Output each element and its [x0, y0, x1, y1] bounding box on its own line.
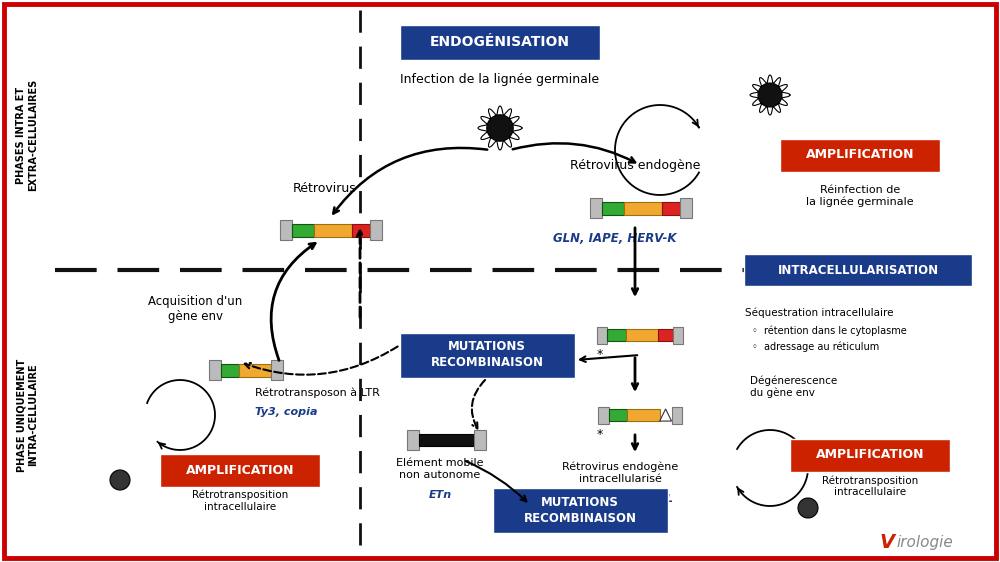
- Text: Rétrotransposon à LTR: Rétrotransposon à LTR: [255, 388, 380, 398]
- Text: *: *: [597, 428, 603, 441]
- Text: Réinfection de
la lignée germinale: Réinfection de la lignée germinale: [806, 185, 914, 207]
- Text: IAP, MusD, ERV-L: IAP, MusD, ERV-L: [568, 494, 672, 504]
- Bar: [598, 406, 609, 424]
- Text: Dégénerescence
du gène env: Dégénerescence du gène env: [750, 375, 837, 398]
- Circle shape: [798, 498, 818, 518]
- Bar: [400, 333, 574, 378]
- Bar: [672, 406, 682, 424]
- Polygon shape: [660, 409, 672, 421]
- Text: AMPLIFICATION: AMPLIFICATION: [806, 148, 914, 161]
- Text: Rétrovirus: Rétrovirus: [293, 182, 357, 194]
- Text: ENDOGÉNISATION: ENDOGÉNISATION: [430, 35, 570, 49]
- Text: Acquisition d'un
gène env: Acquisition d'un gène env: [148, 295, 242, 323]
- Bar: [780, 138, 940, 171]
- Text: MUTATIONS
RECOMBINAISON: MUTATIONS RECOMBINAISON: [430, 341, 544, 369]
- Bar: [271, 360, 283, 380]
- Bar: [370, 220, 382, 240]
- Bar: [790, 438, 950, 472]
- Bar: [209, 360, 221, 380]
- Text: *: *: [597, 348, 603, 361]
- Bar: [680, 198, 692, 218]
- Bar: [239, 364, 271, 377]
- Text: V: V: [880, 533, 895, 552]
- Bar: [626, 329, 658, 341]
- Text: PHASES INTRA ET
EXTRA-CELLULAIRES: PHASES INTRA ET EXTRA-CELLULAIRES: [16, 79, 38, 191]
- Text: ETn: ETn: [428, 490, 452, 500]
- Text: Rétrovirus endogène
intracellularisé: Rétrovirus endogène intracellularisé: [562, 462, 678, 484]
- Text: Elément mobile
non autonome: Elément mobile non autonome: [396, 458, 484, 479]
- Bar: [221, 364, 239, 377]
- Text: GLN, IAPE, HERV-K: GLN, IAPE, HERV-K: [553, 232, 677, 244]
- Bar: [627, 410, 660, 420]
- Bar: [280, 220, 292, 240]
- Text: Ty3, copia: Ty3, copia: [255, 407, 318, 417]
- Text: Rétrotransposition
intracellulaire: Rétrotransposition intracellulaire: [822, 475, 918, 497]
- Text: Rétrovirus endogène: Rétrovirus endogène: [570, 158, 700, 171]
- Bar: [624, 202, 662, 215]
- Text: PHASE UNIQUEMENT
INTRA-CELLULAIRE: PHASE UNIQUEMENT INTRA-CELLULAIRE: [16, 359, 38, 472]
- Text: MUTATIONS
RECOMBINAISON: MUTATIONS RECOMBINAISON: [524, 496, 637, 524]
- Bar: [352, 224, 370, 237]
- Bar: [492, 487, 668, 533]
- Circle shape: [758, 83, 782, 107]
- Bar: [406, 430, 418, 450]
- Bar: [658, 329, 673, 341]
- Bar: [474, 430, 486, 450]
- Bar: [607, 329, 626, 341]
- Bar: [160, 454, 320, 487]
- Bar: [292, 224, 314, 237]
- Bar: [590, 198, 602, 218]
- Bar: [609, 410, 627, 420]
- Text: AMPLIFICATION: AMPLIFICATION: [186, 464, 294, 477]
- Circle shape: [110, 470, 130, 490]
- Text: Infection de la lignée germinale: Infection de la lignée germinale: [400, 74, 600, 87]
- Bar: [418, 434, 474, 446]
- Bar: [602, 202, 624, 215]
- Text: INTRACELLULARISATION: INTRACELLULARISATION: [777, 264, 939, 277]
- Text: Séquestration intracellulaire: Séquestration intracellulaire: [745, 308, 894, 319]
- Text: ◦  rétention dans le cytoplasme: ◦ rétention dans le cytoplasme: [752, 325, 907, 336]
- Bar: [314, 224, 352, 237]
- Bar: [400, 25, 600, 60]
- Text: ◦  adressage au réticulum: ◦ adressage au réticulum: [752, 342, 879, 352]
- Bar: [744, 254, 972, 286]
- Text: AMPLIFICATION: AMPLIFICATION: [816, 448, 924, 461]
- Bar: [597, 327, 607, 343]
- Text: irologie: irologie: [896, 536, 953, 551]
- Text: Rétrotransposition
intracellulaire: Rétrotransposition intracellulaire: [192, 490, 288, 512]
- Circle shape: [487, 115, 513, 141]
- Bar: [662, 202, 680, 215]
- Bar: [673, 327, 683, 343]
